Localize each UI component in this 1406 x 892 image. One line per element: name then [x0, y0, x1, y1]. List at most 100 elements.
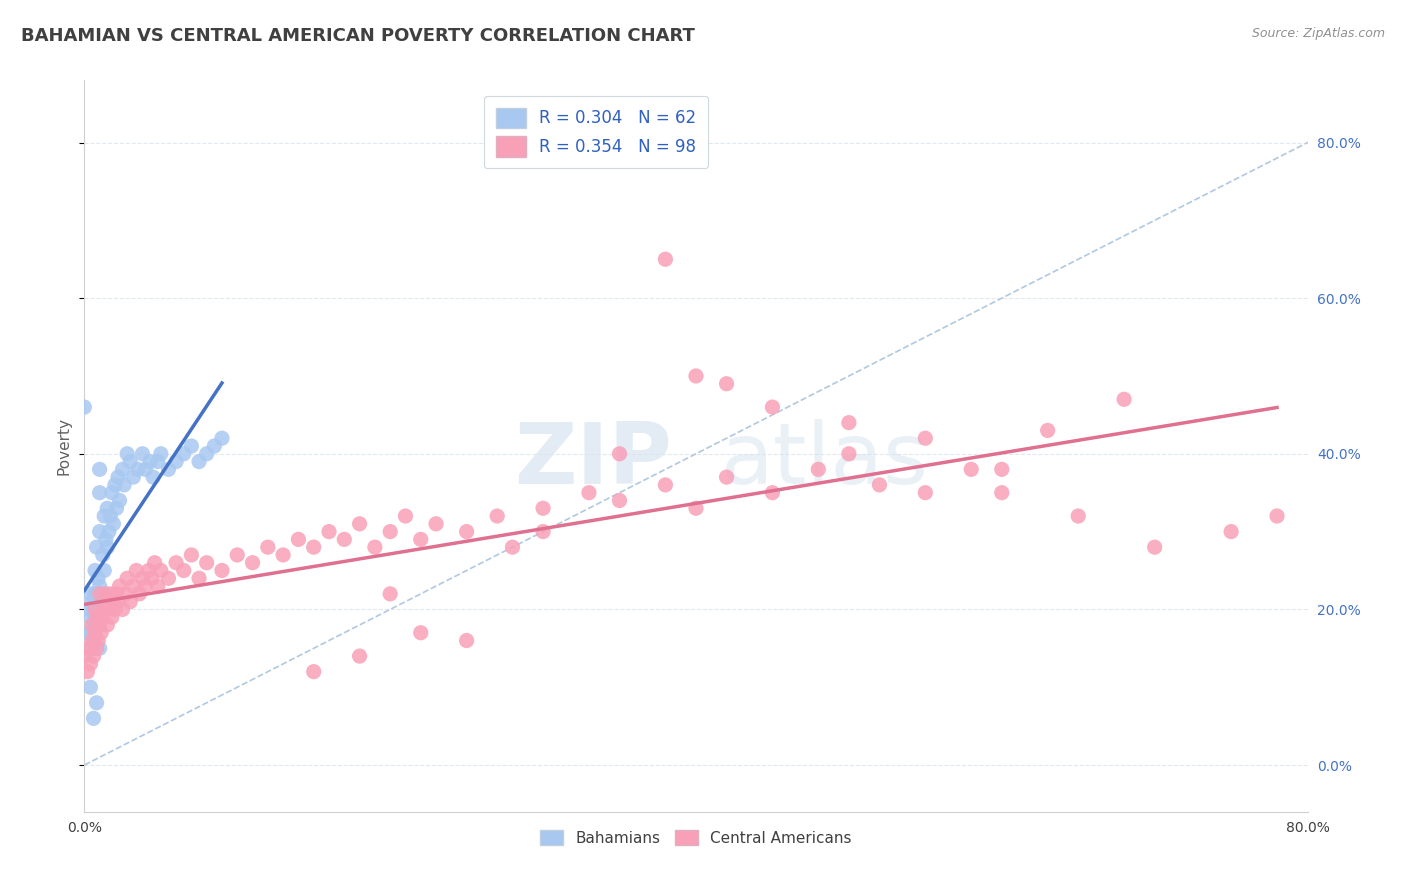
Point	[80, 625, 103, 640]
Point	[111, 462, 134, 476]
Point	[685, 368, 707, 383]
Point	[531, 501, 554, 516]
Point	[103, 594, 125, 608]
Point	[125, 564, 148, 578]
Point	[76, 625, 98, 640]
Point	[127, 462, 149, 476]
Point	[425, 516, 447, 531]
Point	[86, 587, 108, 601]
Point	[142, 470, 165, 484]
Point	[914, 431, 936, 445]
Point	[409, 625, 432, 640]
Point	[188, 571, 211, 585]
Point	[394, 509, 416, 524]
Point	[242, 556, 264, 570]
Point	[122, 579, 145, 593]
Point	[131, 447, 153, 461]
Point	[609, 493, 631, 508]
Point	[138, 564, 160, 578]
Point	[89, 641, 111, 656]
Point	[93, 564, 115, 578]
Point	[128, 587, 150, 601]
Point	[83, 602, 105, 616]
Point	[122, 470, 145, 484]
Point	[141, 571, 163, 585]
Point	[89, 485, 111, 500]
Text: Source: ZipAtlas.com: Source: ZipAtlas.com	[1251, 27, 1385, 40]
Point	[914, 485, 936, 500]
Point	[108, 579, 131, 593]
Point	[84, 625, 107, 640]
Point	[409, 533, 432, 547]
Point	[87, 571, 110, 585]
Point	[76, 665, 98, 679]
Point	[1143, 540, 1166, 554]
Point	[86, 540, 108, 554]
Point	[98, 509, 121, 524]
Point	[135, 579, 157, 593]
Point	[380, 587, 402, 601]
Point	[96, 540, 118, 554]
Point	[211, 431, 233, 445]
Point	[94, 533, 117, 547]
Point	[105, 587, 128, 601]
Point	[107, 470, 129, 484]
Point	[97, 602, 120, 616]
Point	[609, 447, 631, 461]
Point	[302, 665, 325, 679]
Point	[101, 485, 124, 500]
Point	[114, 587, 136, 601]
Point	[97, 524, 120, 539]
Point	[302, 540, 325, 554]
Point	[87, 602, 110, 616]
Point	[83, 633, 105, 648]
Point	[1114, 392, 1136, 407]
Point	[104, 478, 127, 492]
Point	[89, 579, 111, 593]
Point	[83, 711, 105, 725]
Point	[173, 447, 195, 461]
Point	[654, 478, 676, 492]
Point	[149, 447, 172, 461]
Point	[991, 485, 1014, 500]
Point	[1036, 424, 1059, 438]
Point	[157, 462, 180, 476]
Point	[1067, 509, 1090, 524]
Point	[89, 524, 111, 539]
Point	[202, 439, 225, 453]
Point	[86, 696, 108, 710]
Point	[115, 447, 138, 461]
Point	[180, 439, 202, 453]
Point	[107, 594, 129, 608]
Point	[869, 478, 891, 492]
Point	[1220, 524, 1243, 539]
Point	[838, 447, 860, 461]
Point	[188, 454, 211, 468]
Point	[83, 649, 105, 664]
Point	[90, 625, 112, 640]
Y-axis label: Poverty: Poverty	[56, 417, 72, 475]
Point	[149, 564, 172, 578]
Point	[104, 602, 127, 616]
Point	[716, 376, 738, 391]
Point	[84, 602, 107, 616]
Point	[103, 516, 125, 531]
Point	[349, 516, 371, 531]
Point	[456, 633, 478, 648]
Point	[531, 524, 554, 539]
Point	[84, 564, 107, 578]
Text: ZIP: ZIP	[513, 419, 672, 502]
Point	[93, 602, 115, 616]
Point	[761, 400, 783, 414]
Point	[80, 618, 103, 632]
Point	[89, 618, 111, 632]
Point	[105, 501, 128, 516]
Point	[578, 485, 600, 500]
Point	[146, 454, 169, 468]
Point	[80, 594, 103, 608]
Point	[120, 594, 142, 608]
Point	[79, 587, 101, 601]
Point	[761, 485, 783, 500]
Text: atlas: atlas	[720, 419, 928, 502]
Point	[86, 618, 108, 632]
